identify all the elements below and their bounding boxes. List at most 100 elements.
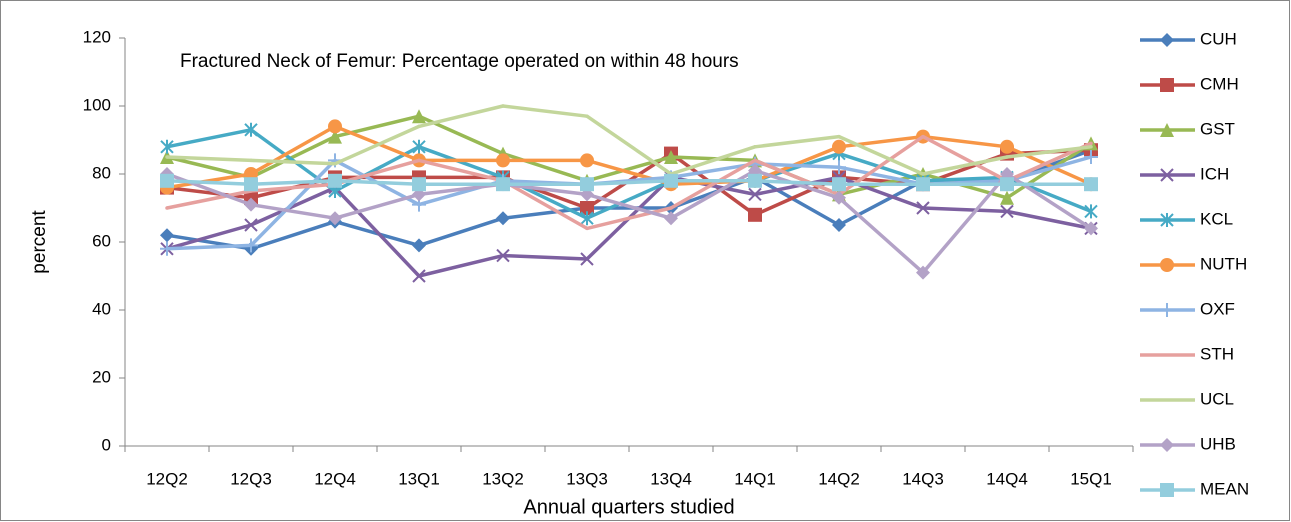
y-tick-label: 120 xyxy=(83,27,111,46)
data-point xyxy=(748,207,762,222)
data-point xyxy=(1000,204,1014,219)
data-point xyxy=(916,265,930,280)
legend-marker xyxy=(1160,213,1174,227)
x-tick-label: 13Q4 xyxy=(650,469,692,488)
data-point xyxy=(417,124,421,129)
legend-marker xyxy=(1160,78,1174,92)
data-point xyxy=(165,155,169,159)
data-point xyxy=(585,226,589,231)
legend-marker xyxy=(1160,168,1174,182)
x-axis-title: Annual quarters studied xyxy=(523,496,734,518)
x-tick-label: 12Q3 xyxy=(230,469,272,488)
data-point xyxy=(328,211,342,226)
x-tick-label: 14Q3 xyxy=(902,469,944,488)
data-point xyxy=(748,187,762,202)
data-point xyxy=(916,177,930,192)
data-point xyxy=(832,218,846,232)
data-point xyxy=(160,139,174,154)
data-point xyxy=(1084,204,1098,219)
data-point xyxy=(328,173,342,188)
data-point xyxy=(244,122,258,137)
y-tick-label: 80 xyxy=(92,163,111,182)
data-point xyxy=(496,211,510,226)
legend-label: NUTH xyxy=(1200,254,1247,273)
data-point xyxy=(328,119,342,134)
series-line xyxy=(166,179,1091,186)
data-point xyxy=(1089,145,1093,149)
data-point xyxy=(585,114,589,118)
legend-marker xyxy=(1160,438,1174,452)
legend-label: UCL xyxy=(1200,389,1234,408)
data-point xyxy=(664,150,678,164)
legend-marker xyxy=(1160,303,1174,317)
legend-label: OXF xyxy=(1200,299,1235,318)
legend-label: UHB xyxy=(1200,434,1236,453)
series-line xyxy=(166,104,1092,176)
legend-label: CUH xyxy=(1200,29,1237,48)
data-point xyxy=(160,173,174,188)
data-point xyxy=(837,134,841,139)
data-point xyxy=(244,218,258,232)
data-point xyxy=(1089,141,1093,146)
data-point xyxy=(496,153,510,168)
data-point xyxy=(1084,150,1098,164)
x-tick-label: 13Q3 xyxy=(566,469,608,488)
data-point xyxy=(580,153,594,168)
x-tick-label: 13Q2 xyxy=(482,469,524,488)
data-point xyxy=(412,109,426,124)
legend-label: ICH xyxy=(1200,164,1229,183)
data-point xyxy=(669,206,673,210)
data-point xyxy=(832,190,846,205)
x-tick-label: 12Q4 xyxy=(314,469,356,488)
legend-label: GST xyxy=(1200,119,1235,138)
data-point xyxy=(244,197,258,212)
y-tick-label: 100 xyxy=(83,95,111,114)
series-line xyxy=(166,124,1092,190)
data-point xyxy=(417,158,421,163)
data-point xyxy=(916,201,930,215)
legend-marker xyxy=(1160,123,1174,137)
data-point xyxy=(580,252,594,266)
data-point xyxy=(832,177,846,192)
data-point xyxy=(753,158,757,163)
y-tick-label: 40 xyxy=(92,299,111,318)
data-point xyxy=(160,241,174,256)
data-point xyxy=(580,211,594,226)
data-point xyxy=(501,104,505,108)
data-point xyxy=(249,158,253,163)
data-point xyxy=(412,238,426,253)
data-point xyxy=(832,160,846,175)
x-tick-label: 14Q1 xyxy=(734,469,776,488)
legend-label: CMH xyxy=(1200,74,1239,93)
x-tick-label: 14Q4 xyxy=(986,469,1028,488)
legend-marker xyxy=(1160,258,1174,272)
data-point xyxy=(496,248,510,263)
data-point xyxy=(1084,221,1098,236)
data-point xyxy=(832,139,846,154)
data-point xyxy=(921,172,925,176)
data-point xyxy=(244,238,258,253)
data-point xyxy=(580,201,594,215)
legend-label: STH xyxy=(1200,344,1234,363)
data-point xyxy=(412,177,426,192)
series-line xyxy=(166,134,1092,231)
x-tick-label: 15Q1 xyxy=(1070,469,1112,488)
data-point xyxy=(165,206,169,210)
data-point xyxy=(664,173,678,188)
data-point xyxy=(160,228,174,243)
y-tick-label: 0 xyxy=(102,435,111,454)
series-line xyxy=(166,114,1092,200)
y-axis-title: percent xyxy=(29,210,50,274)
data-point xyxy=(1000,190,1014,205)
x-tick-label: 12Q2 xyxy=(146,469,188,488)
x-tick-label: 14Q2 xyxy=(818,469,860,488)
data-point xyxy=(328,129,342,144)
data-point xyxy=(244,177,258,192)
series-line xyxy=(166,168,1092,275)
data-point xyxy=(580,177,594,192)
data-point xyxy=(1084,177,1098,192)
legend-marker xyxy=(1160,483,1174,497)
chart-title: Fractured Neck of Femur: Percentage oper… xyxy=(180,51,739,72)
